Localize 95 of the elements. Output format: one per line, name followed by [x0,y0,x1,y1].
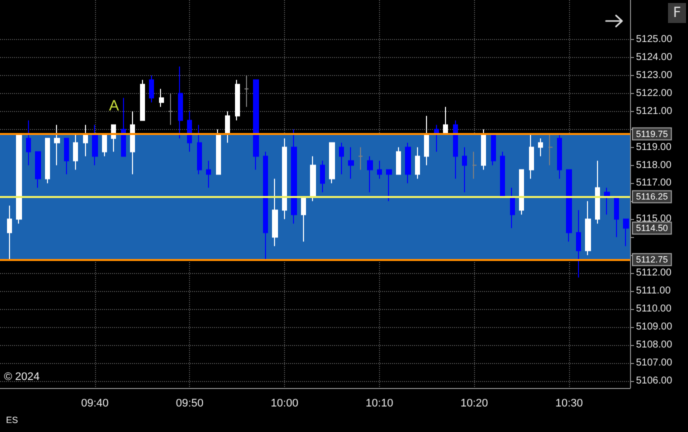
candlestick [339,142,344,175]
candlestick [405,142,411,184]
y-tick-label: 5109.00 [636,321,673,332]
y-tick-label: 5125.00 [636,34,673,46]
candlestick [367,156,373,193]
x-tick-label: 09:50 [176,398,204,410]
candlestick [472,151,477,180]
candlestick [130,110,135,175]
candlestick [566,169,572,242]
candlestick [244,74,249,108]
candlestick [623,218,629,247]
y-tick-label: 5123.00 [636,70,673,81]
candlestick [253,79,259,170]
candlestick [491,133,496,166]
candlestick [548,133,553,166]
candlestick [168,92,173,126]
ref-line-label: 5119.75 [636,128,668,139]
f-button: F [668,3,686,23]
candlestick [443,106,448,134]
candlestick [310,156,316,202]
y-tick-label: 5111.00 [636,286,672,296]
candlestick [462,146,467,193]
candlestick [45,138,50,184]
y-tick-label: 5119.00 [636,142,672,153]
candlestick [614,196,619,238]
candlestick [272,178,278,247]
candlestick [453,120,458,180]
candlestick [386,169,392,202]
candlestick [585,200,591,256]
y-tick-label: 5110.00 [636,303,672,314]
x-tick-label: 10:10 [366,398,394,410]
candlestick [216,128,221,175]
candlestick [92,124,98,166]
candlestick [178,66,183,139]
candlestick [415,146,420,180]
candlestick [149,74,154,103]
candlestick [64,138,69,175]
candlestick [348,146,354,180]
candlestick [557,133,562,180]
annotation: © 2024 [4,371,40,383]
y-tick-label: 5107.00 [636,357,673,368]
candlestick [604,187,610,216]
candlestick [206,160,211,188]
candlestick [320,160,325,193]
candlestick [538,138,543,157]
candlestick [7,205,12,260]
candlestick [16,133,22,224]
candlestick [159,88,164,108]
candlestick [529,133,534,180]
candlestick [197,124,202,175]
candlestick [140,79,145,121]
text: 5114.50 [636,223,668,234]
candlestick [519,169,524,216]
ref-line-label: 5112.75 [636,254,668,265]
text: ES [6,415,18,425]
y-tick-label: 5108.00 [636,339,673,350]
x-tick-label: 10:00 [270,398,298,410]
candlestick [235,79,240,121]
y-tick-label: 5115.00 [636,214,672,225]
candlestick [83,124,88,157]
y-tick-label: 5106.00 [636,375,673,386]
candlestick [291,128,297,224]
candlestick [510,187,515,229]
y-tick-label: 5124.00 [636,52,673,63]
candlestick [54,124,60,166]
candlestick [121,97,126,157]
candlestick [576,210,581,278]
candlestick [225,110,230,144]
candlestick [500,151,505,198]
x-tick-label: 10:20 [460,398,488,410]
x-tick-label: 10:30 [555,398,583,410]
ref-line-label: 5116.25 [636,192,668,202]
candlestick [595,160,600,224]
candlestick [329,142,335,184]
candlestick [481,128,486,170]
candlestick [282,138,287,220]
candlestick [26,120,31,166]
candlestick [377,160,382,180]
candlestick [434,124,439,152]
candlestick [358,146,363,170]
candlestick [73,133,78,170]
candlestick [187,110,192,152]
x-tick-label: 09:40 [81,398,109,410]
y-tick-label: 5117.00 [636,178,672,189]
y-tick-label: 5118.00 [636,160,672,171]
annotation: A [108,98,120,114]
candlestick [35,151,41,188]
candlestick [301,196,306,242]
candlestick [424,115,429,166]
y-tick-label: 5121.00 [636,106,673,117]
candlestick [396,146,401,175]
candlestick [102,133,107,157]
candlestick [263,151,268,260]
y-tick-label: 5122.00 [636,88,673,99]
y-tick-label: 5112.00 [636,268,672,279]
